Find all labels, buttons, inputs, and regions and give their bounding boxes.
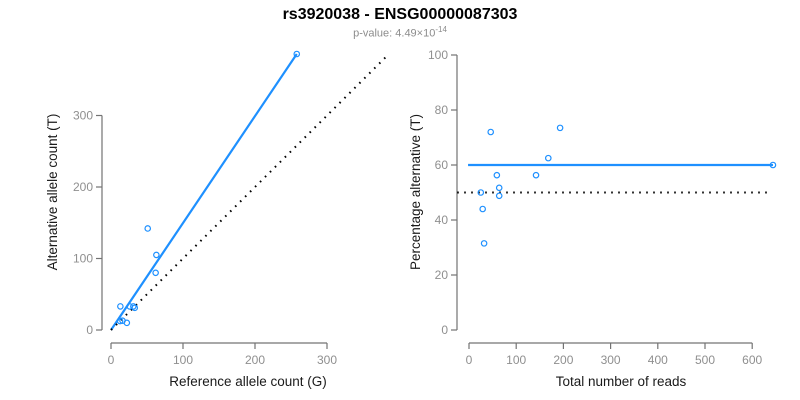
y-tick-label: 60 [435, 158, 449, 172]
data-point [480, 240, 488, 247]
x-tick-label: 300 [601, 353, 621, 367]
data-point [495, 184, 503, 192]
data-point [769, 161, 777, 169]
x-tick-label: 500 [695, 353, 715, 367]
data-point [493, 171, 501, 179]
x-axis-label: Total number of reads [556, 374, 687, 389]
x-tick-label: 200 [553, 353, 573, 367]
data-point [117, 303, 124, 310]
data-point [123, 319, 131, 327]
y-tick-label: 200 [73, 180, 93, 194]
x-tick-label: 100 [506, 353, 526, 367]
x-axis-label: Reference allele count (G) [169, 374, 327, 389]
y-tick-label: 300 [73, 109, 93, 123]
x-tick-label: 600 [742, 353, 762, 367]
p-value-text: p-value: 4.49×10 [353, 27, 436, 40]
y-axis-label: Alternative allele count (T) [45, 114, 60, 271]
data-point [556, 124, 564, 132]
x-tick-label: 300 [317, 353, 337, 367]
y-tick-label: 0 [441, 323, 448, 337]
y-axis-label: Percentage alternative (T) [408, 114, 423, 270]
chart-header: rs3920038 - ENSG00000087303 p-value: 4.4… [0, 0, 800, 40]
y-tick-label: 100 [428, 48, 448, 62]
y-tick-label: 80 [435, 103, 449, 117]
identity-line [110, 55, 388, 331]
chart-title: rs3920038 - ENSG00000087303 [282, 6, 518, 23]
data-point [477, 189, 485, 196]
data-point [152, 269, 159, 277]
p-value-subtitle: p-value: 4.49×10-14 [0, 25, 800, 40]
data-point [544, 154, 552, 162]
x-tick-label: 200 [245, 353, 265, 367]
data-point [116, 317, 124, 325]
data-point [479, 205, 486, 213]
x-tick-label: 0 [466, 353, 473, 367]
x-tick-label: 100 [173, 353, 193, 367]
y-tick-label: 20 [435, 268, 449, 282]
data-point [130, 303, 137, 310]
data-point [487, 128, 495, 136]
data-point [293, 50, 301, 58]
fit-line [110, 53, 298, 331]
data-point [131, 304, 139, 312]
y-tick-label: 100 [73, 252, 93, 266]
data-point [144, 225, 152, 232]
x-tick-label: 400 [648, 353, 668, 367]
p-value-exponent: -14 [435, 25, 447, 34]
data-point [532, 171, 540, 179]
y-tick-label: 0 [86, 323, 93, 337]
data-point [495, 192, 503, 200]
x-tick-label: 0 [108, 353, 115, 367]
panel-allele-counts: 0 100 200 300 0 100 200 300 Reference allele cou… [45, 50, 388, 389]
data-point [153, 251, 160, 259]
y-tick-label: 40 [435, 213, 449, 227]
panel-percentage-vs-reads: 0 20 40 60 80 100 0 100 200 300 400 500 600 Total num… [408, 48, 777, 389]
